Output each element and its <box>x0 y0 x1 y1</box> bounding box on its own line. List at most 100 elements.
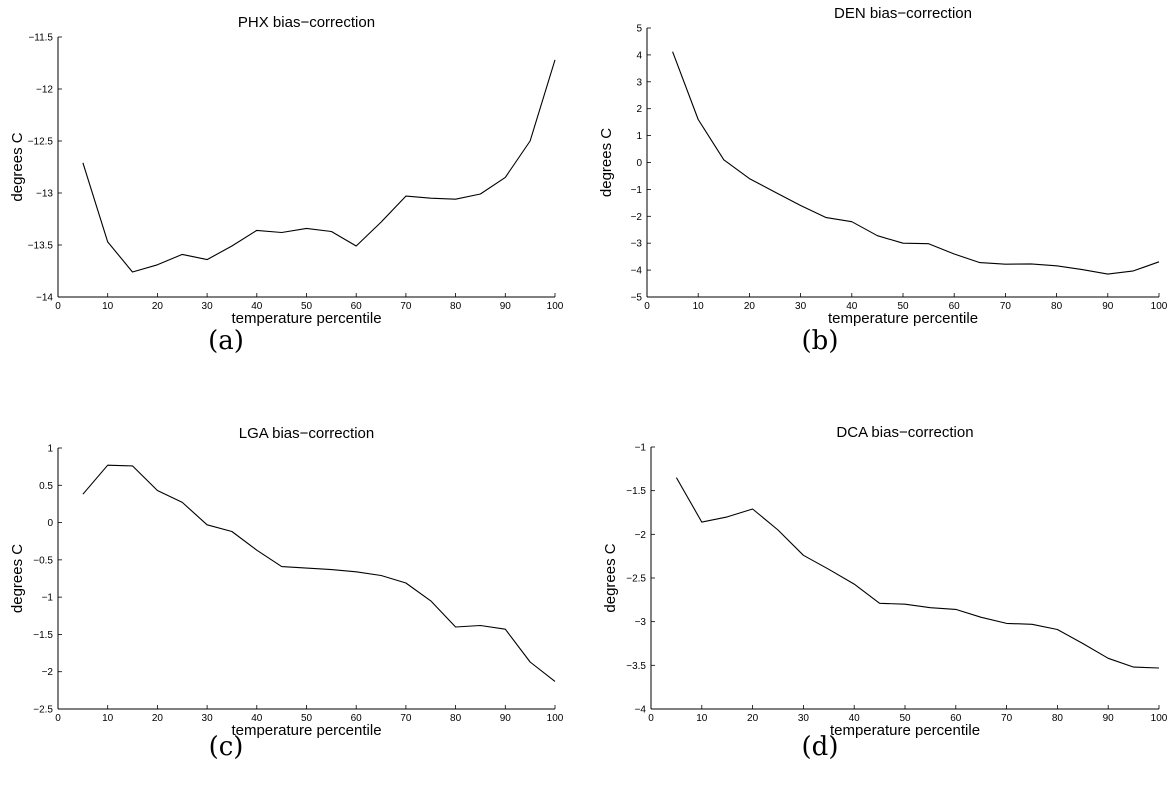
x-tick-label: 40 <box>846 301 858 312</box>
series-line <box>672 51 1160 275</box>
y-tick-label: 0 <box>47 518 53 529</box>
x-tick-label: 40 <box>849 713 861 724</box>
x-tick-label: 10 <box>693 301 705 312</box>
x-tick-label: 100 <box>1151 301 1168 312</box>
x-tick-label: 80 <box>1051 301 1063 312</box>
y-tick-label: −3 <box>631 239 643 250</box>
chart-title: DEN bias−correction <box>834 5 972 22</box>
x-axis-label: temperature percentile <box>830 722 980 739</box>
y-tick-label: −11.5 <box>28 33 53 44</box>
y-tick-label: −0.5 <box>33 555 53 566</box>
y-tick-label: −1 <box>631 185 643 196</box>
x-tick-label: 70 <box>1000 301 1012 312</box>
x-tick-label: 80 <box>450 713 462 724</box>
y-tick-label: 0.5 <box>39 481 53 492</box>
x-tick-label: 30 <box>795 301 807 312</box>
plot-area: 0 10 20 30 40 50 60 70 80 90 100 −2.5 −2 −1.5 −1 −0.5 0 0… <box>9 425 564 739</box>
series-line <box>82 59 556 273</box>
x-tick-label: 20 <box>747 713 759 724</box>
x-tick-label: 10 <box>102 713 114 724</box>
series-line <box>82 464 556 682</box>
series-line <box>675 477 1160 669</box>
x-tick-label: 100 <box>547 713 564 724</box>
x-tick-label: 90 <box>500 301 512 312</box>
x-tick-label: 60 <box>950 713 962 724</box>
x-tick-label: 40 <box>251 713 263 724</box>
x-tick-label: 70 <box>1001 713 1013 724</box>
x-tick-label: 100 <box>1151 713 1168 724</box>
chart-panel-a: 0 10 20 30 40 50 60 70 80 90 100 −14 −13.5 −13 −12.5 −1… <box>9 14 564 327</box>
x-axis-label: temperature percentile <box>231 722 381 739</box>
x-tick-label: 0 <box>644 301 650 312</box>
y-tick-label: 0 <box>636 158 642 169</box>
y-tick-label: 1 <box>47 444 53 455</box>
y-axis-label: degrees C <box>602 543 619 612</box>
x-tick-label: 50 <box>899 713 911 724</box>
y-tick-label: −2 <box>42 667 54 678</box>
chart-title: PHX bias−correction <box>238 14 375 31</box>
chart-title: DCA bias−correction <box>836 424 973 441</box>
y-tick-label: 3 <box>636 77 642 88</box>
chart-panel-b: 0 10 20 30 40 50 60 70 80 90 100 −5 −4 −3 −2 −1 0 1 2 3 4 5 DE… <box>598 5 1168 327</box>
x-tick-label: 100 <box>547 301 564 312</box>
y-axis-label: degrees C <box>9 544 26 613</box>
x-tick-label: 0 <box>55 301 61 312</box>
x-tick-label: 20 <box>152 301 164 312</box>
x-tick-label: 90 <box>1102 301 1114 312</box>
y-tick-label: −4 <box>635 705 647 716</box>
y-tick-label: −3 <box>635 617 647 628</box>
x-tick-label: 10 <box>696 713 708 724</box>
y-tick-label: −13.5 <box>28 241 54 252</box>
x-tick-label: 50 <box>301 713 313 724</box>
x-tick-label: 10 <box>102 301 114 312</box>
x-tick-label: 70 <box>400 301 412 312</box>
x-axis-label: temperature percentile <box>231 310 381 327</box>
x-tick-label: 50 <box>897 301 909 312</box>
plot-area: 0 10 20 30 40 50 60 70 80 90 100 −5 −4 −3 −2 −1 0 1 2 3 4 5 DE… <box>598 5 1168 327</box>
y-tick-label: 2 <box>636 104 642 115</box>
y-tick-label: 5 <box>636 24 642 35</box>
x-tick-label: 20 <box>744 301 756 312</box>
y-tick-label: −2.5 <box>33 705 53 716</box>
x-tick-label: 30 <box>202 713 214 724</box>
y-tick-label: −1 <box>635 443 647 454</box>
y-tick-label: −13 <box>36 189 53 200</box>
plot-area: 0 10 20 30 40 50 60 70 80 90 100 −14 −13.5 −13 −12.5 −1… <box>9 14 564 327</box>
y-tick-label: −1.5 <box>33 630 53 641</box>
y-tick-label: −2.5 <box>626 574 646 585</box>
chart-panel-c: 0 10 20 30 40 50 60 70 80 90 100 −2.5 −2 −1.5 −1 −0.5 0 0… <box>9 425 564 739</box>
y-tick-label: −1.5 <box>626 486 646 497</box>
x-tick-label: 80 <box>450 301 462 312</box>
x-tick-label: 90 <box>500 713 512 724</box>
y-tick-label: 4 <box>636 50 642 61</box>
y-tick-label: −4 <box>631 266 643 277</box>
x-tick-label: 70 <box>400 713 412 724</box>
x-tick-label: 40 <box>251 301 263 312</box>
x-tick-label: 60 <box>949 301 961 312</box>
y-axis-label: degrees C <box>598 128 615 197</box>
x-tick-label: 50 <box>301 301 313 312</box>
chart-panel-d: 0 10 20 30 40 50 60 70 80 90 100 −4 −3.5 −3 −2.5 −2 −1.5… <box>602 424 1168 739</box>
y-tick-label: −3.5 <box>626 661 646 672</box>
y-tick-label: −12 <box>36 85 53 96</box>
y-tick-label: 1 <box>636 131 642 142</box>
panel-caption: (b) <box>801 326 839 356</box>
y-axis-label: degrees C <box>9 132 26 201</box>
x-tick-label: 0 <box>648 713 654 724</box>
x-axis-label: temperature percentile <box>828 310 978 327</box>
panel-caption: (c) <box>208 732 244 762</box>
panel-caption: (d) <box>801 732 839 762</box>
y-tick-label: −2 <box>635 530 647 541</box>
x-tick-label: 60 <box>351 301 363 312</box>
x-tick-label: 0 <box>55 713 61 724</box>
y-tick-label: −14 <box>36 293 53 304</box>
x-tick-label: 90 <box>1103 713 1115 724</box>
y-tick-label: −12.5 <box>28 137 54 148</box>
x-tick-label: 30 <box>202 301 214 312</box>
y-tick-label: −5 <box>631 293 643 304</box>
plot-area: 0 10 20 30 40 50 60 70 80 90 100 −4 −3.5 −3 −2.5 −2 −1.5… <box>602 424 1168 739</box>
x-tick-label: 60 <box>351 713 363 724</box>
chart-title: LGA bias−correction <box>239 425 375 442</box>
x-tick-label: 20 <box>152 713 164 724</box>
